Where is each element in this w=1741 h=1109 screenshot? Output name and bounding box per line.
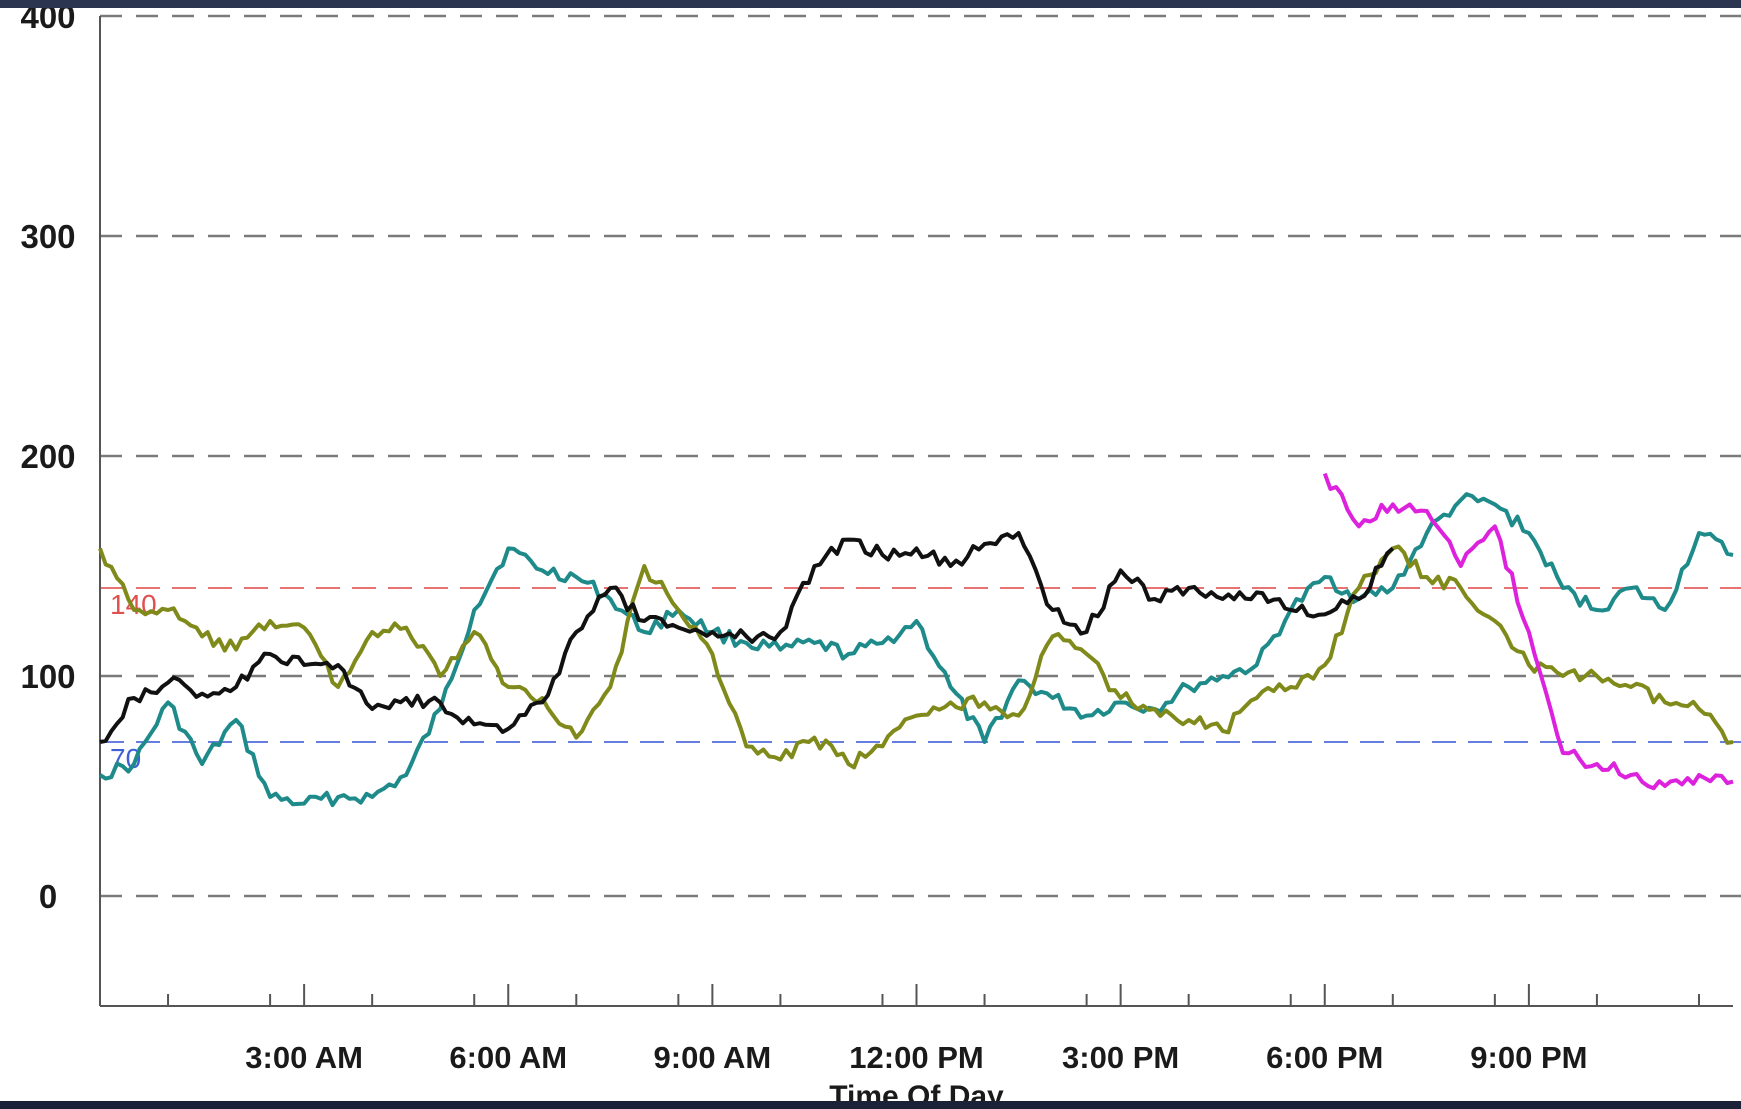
x-axis-title: Time Of Day [829, 1080, 1004, 1101]
x-tick-label: 9:00 AM [654, 1040, 772, 1075]
x-tick-label: 12:00 PM [849, 1040, 983, 1075]
y-tick-label: 0 [39, 878, 57, 915]
y-tick-label: 200 [20, 438, 75, 475]
y-tick-label: 300 [20, 218, 75, 255]
series-line-1 [98, 492, 1734, 808]
series-line-3 [99, 531, 1395, 744]
x-tick-label: 6:00 AM [449, 1040, 567, 1075]
series-line-2 [98, 544, 1734, 770]
x-tick-label: 6:00 PM [1266, 1040, 1383, 1075]
x-tick-label: 9:00 PM [1470, 1040, 1587, 1075]
plot-panel: 0 100 200 300 400 140 70 3:00 AM 6:00 AM 9:00 AM 1… [0, 8, 1741, 1101]
y-tick-label: 400 [20, 8, 75, 35]
x-tick-label: 3:00 PM [1062, 1040, 1179, 1075]
series-line-4 [1322, 472, 1734, 791]
y-tick-label: 100 [20, 658, 75, 695]
reference-label-140: 140 [110, 589, 157, 620]
x-tick-label: 3:00 AM [245, 1040, 363, 1075]
